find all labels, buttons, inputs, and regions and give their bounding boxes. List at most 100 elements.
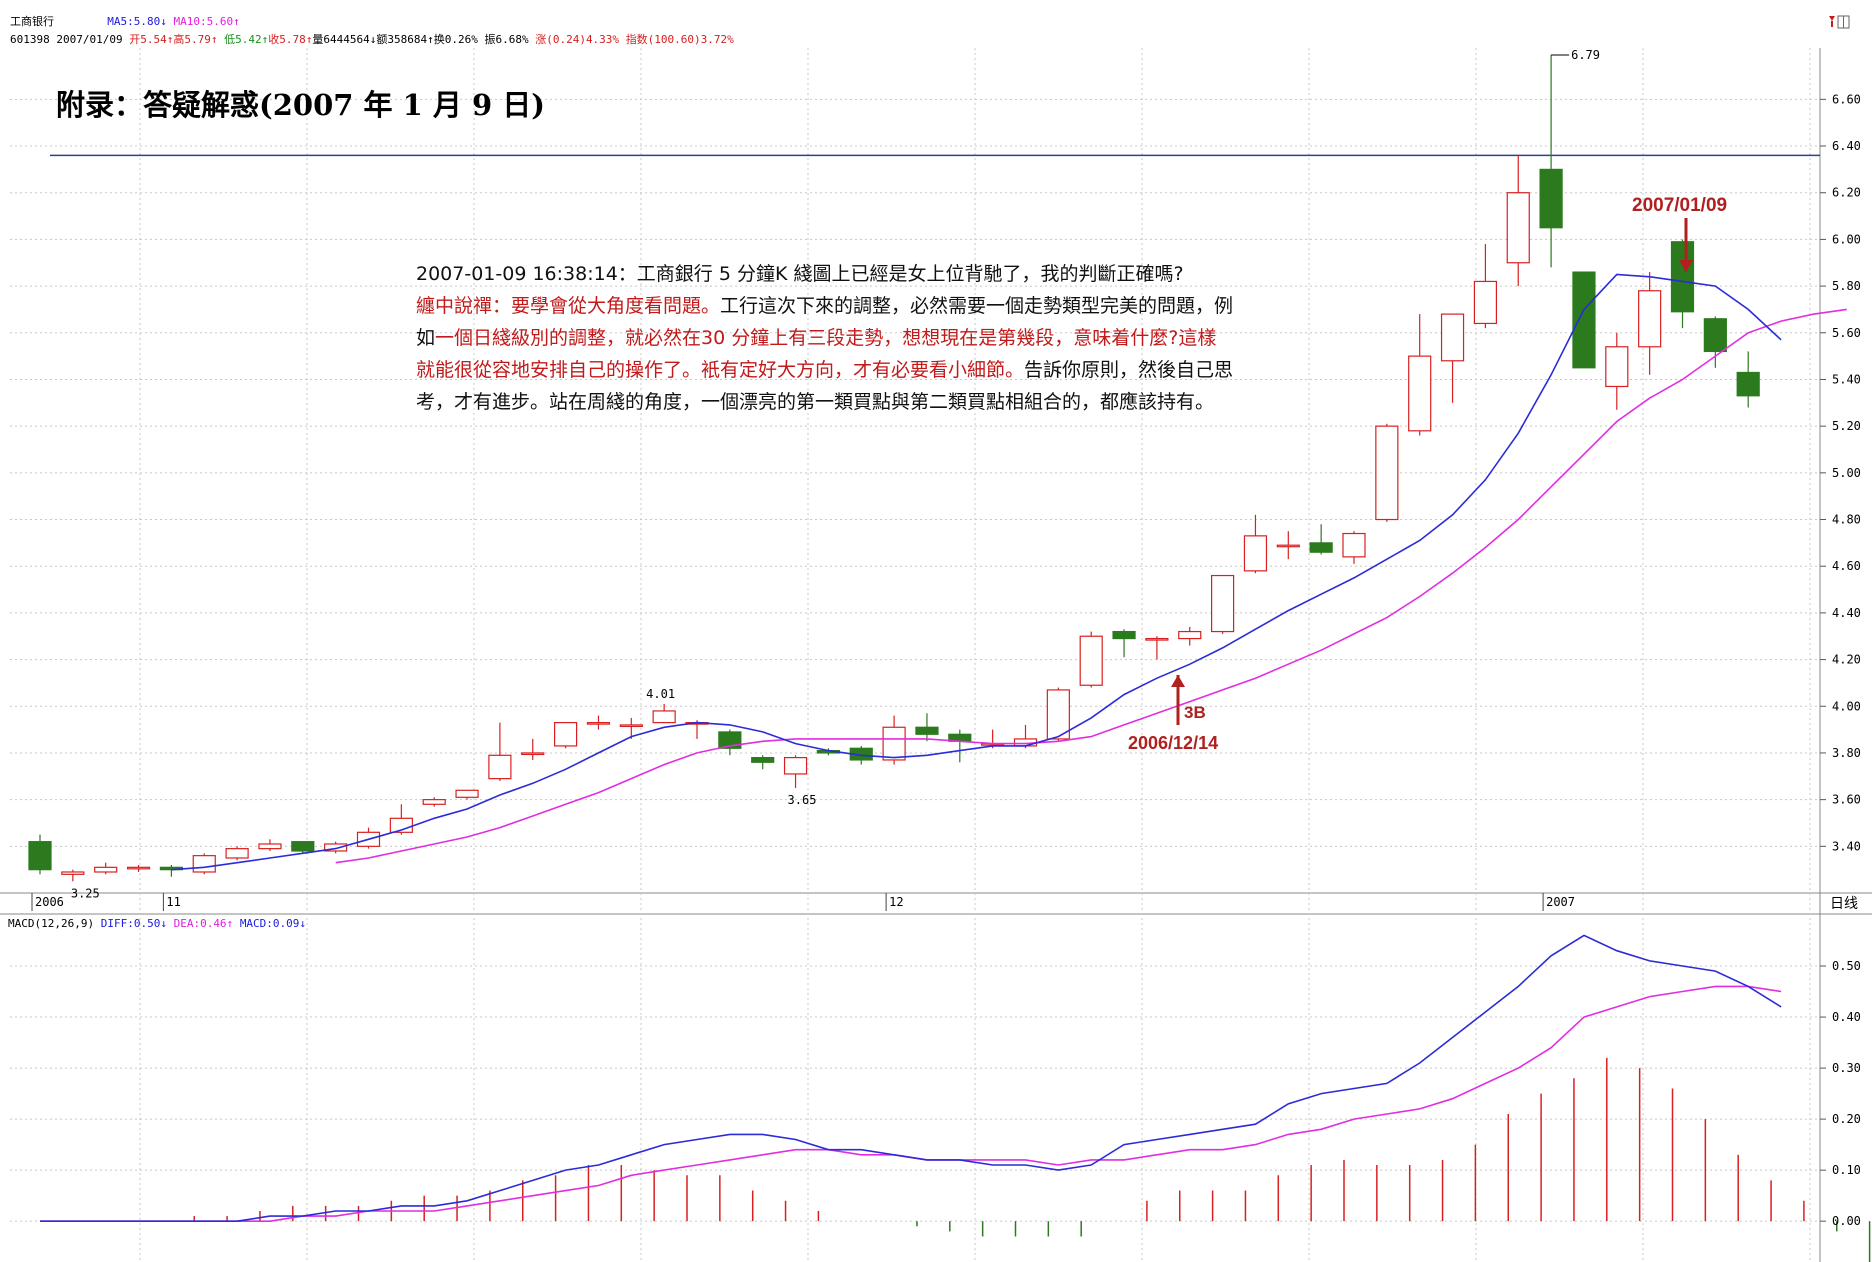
macd-header: MACD(12,26,9) DIFF:0.50↓ DEA:0.46↑ MACD:… [8,917,306,930]
note-emphasis: 就能很從容地安排自己的操作了。衹有定好大方向，才有必要看小細節。 [416,359,1025,381]
toolbar-toggle-icon[interactable] [1826,12,1852,34]
note-line-2: 纏中說禪：要學會從大角度看問題。工行這次下來的調整，必然需要一個走勢類型完美的問… [416,290,1316,322]
ma10-readout: MA10:5.60↑ [173,15,240,28]
candle-body [1605,346,1629,388]
candle-body [1375,425,1399,521]
candle-body [1473,280,1498,325]
candle-body [652,710,676,724]
price-tick-label: 3.80 [1832,746,1861,760]
change-readout: 涨(0.24)4.33% [535,33,620,46]
quote-header-line2: 601398 2007/01/09 开5.54↑高5.79↑ 低5.42↑收5.… [10,31,734,47]
candle-body [28,841,52,871]
amplitude-readout: 振6.68% [484,33,529,46]
note-line-5: 考，才有進步。站在周綫的角度，一個漂亮的第一類買點與第二類買點相組合的，都應該持… [416,391,1215,413]
appendix-title: 附录：答疑解惑(2007 年 1 月 9 日) [56,88,545,122]
candle-body [1506,192,1530,264]
candle-body [1572,271,1596,369]
low-readout: 低5.42↑ [224,33,269,46]
volume-readout: 量6444564↓ [312,33,377,46]
open-readout: 开5.54↑ [129,33,174,46]
candle-body [1178,630,1202,640]
note-text: 如 [416,327,436,349]
candle-body [1309,542,1333,553]
date-tick-label: 12 [889,895,903,909]
diff-line [40,934,1782,1222]
candle-body [225,848,249,859]
buy-point-arrow-head [1171,675,1185,687]
macd-tick-label: 0.00 [1832,1214,1861,1228]
candle-body [258,843,282,850]
date-tick-label: 2006 [35,895,64,909]
note-line-3: 如一個日綫級別的調整，就必然在30 分鐘上有三段走勢，想想現在是第幾段，意味着什… [416,322,1316,354]
note-question: 2007-01-09 16:38:14：工商銀行 5 分鐘K 綫圖上已經是女上位… [416,263,1184,285]
price-tick-label: 6.20 [1832,186,1861,200]
candle-body [488,754,512,780]
quote-date: 2007/01/09 [56,33,123,46]
ma5-readout: MA5:5.80↓ [107,15,167,28]
candle-body [1539,168,1563,229]
candle-body [1046,689,1070,740]
max-price-label: 6.79 [1571,48,1600,62]
price-tick-label: 3.60 [1832,793,1861,807]
candle-body [1243,535,1268,572]
note-text: 工行這次下來的調整，必然需要一個走勢類型完美的問題，例 [720,295,1234,317]
macd-header-part: DEA:0.46↑ [174,917,240,930]
candle-body [1440,313,1465,362]
candle-body [1736,371,1760,397]
price-tick-label: 4.20 [1832,653,1861,667]
qa-note: 2007-01-09 16:38:14：工商銀行 5 分鐘K 綫圖上已經是女上位… [416,258,1316,418]
candle-body [1112,630,1136,640]
annotation-3b-date: 2006/12/14 [1128,733,1219,753]
price-tick-label: 4.60 [1832,559,1861,573]
note-author: 纏中說禪：要學會從大角度看問題。 [416,295,721,317]
annotation-top-date: 2007/01/09 [1632,195,1728,216]
stock-code: 601398 [10,33,50,46]
candle-body [324,843,348,852]
candle-body [521,752,545,756]
period-label: 日线 [1830,896,1858,912]
price-tick-label: 4.00 [1832,699,1861,713]
close-readout: 收5.78↑ [268,33,313,46]
candle-body [586,721,611,725]
candle-body [94,866,118,873]
stock-name: 工商银行 [10,15,54,28]
candle-body [783,757,808,775]
candle-body [718,731,742,749]
price-tick-label: 6.00 [1832,232,1861,246]
candle-body [1703,318,1727,353]
price-tick-label: 3.40 [1832,839,1861,853]
candle-body [1079,635,1103,686]
min-price-label: 3.25 [71,886,100,900]
candle-body [1145,637,1169,641]
price-tick-label: 6.40 [1832,139,1861,153]
candle-body [126,866,151,870]
candle-body [1670,241,1695,313]
macd-tick-label: 0.30 [1832,1061,1861,1075]
note-line-4: 就能很從容地安排自己的操作了。衹有定好大方向，才有必要看小細節。告訴你原則，然後… [416,354,1316,386]
candle-body [192,855,216,873]
candle-body [1210,574,1235,633]
candle-body [422,799,446,805]
macd-tick-label: 0.50 [1832,959,1861,973]
local-low-label: 3.65 [788,793,817,807]
price-tick-label: 5.00 [1832,466,1861,480]
price-tick-label: 4.40 [1832,606,1861,620]
candle-body [619,724,643,728]
candle-body [553,721,578,747]
candle-body [455,789,479,798]
index-readout: 指数(100.60)3.72% [625,33,734,46]
local-high-label: 4.01 [646,687,675,701]
price-tick-label: 5.80 [1832,279,1861,293]
turnover-readout: 换0.26% [433,33,478,46]
ma5-line [171,273,1782,871]
macd-header-part: MACD(12,26,9) [8,917,101,930]
candle-body [1638,290,1662,348]
candle-body [291,841,315,852]
candle-body [1342,532,1366,558]
high-readout: 高5.79↑ [173,33,218,46]
quote-header-line1: 工商银行 MA5:5.80↓ MA10:5.60↑ [10,13,240,29]
candle-body [1276,544,1300,548]
macd-tick-label: 0.10 [1832,1163,1861,1177]
price-tick-label: 4.80 [1832,513,1861,527]
